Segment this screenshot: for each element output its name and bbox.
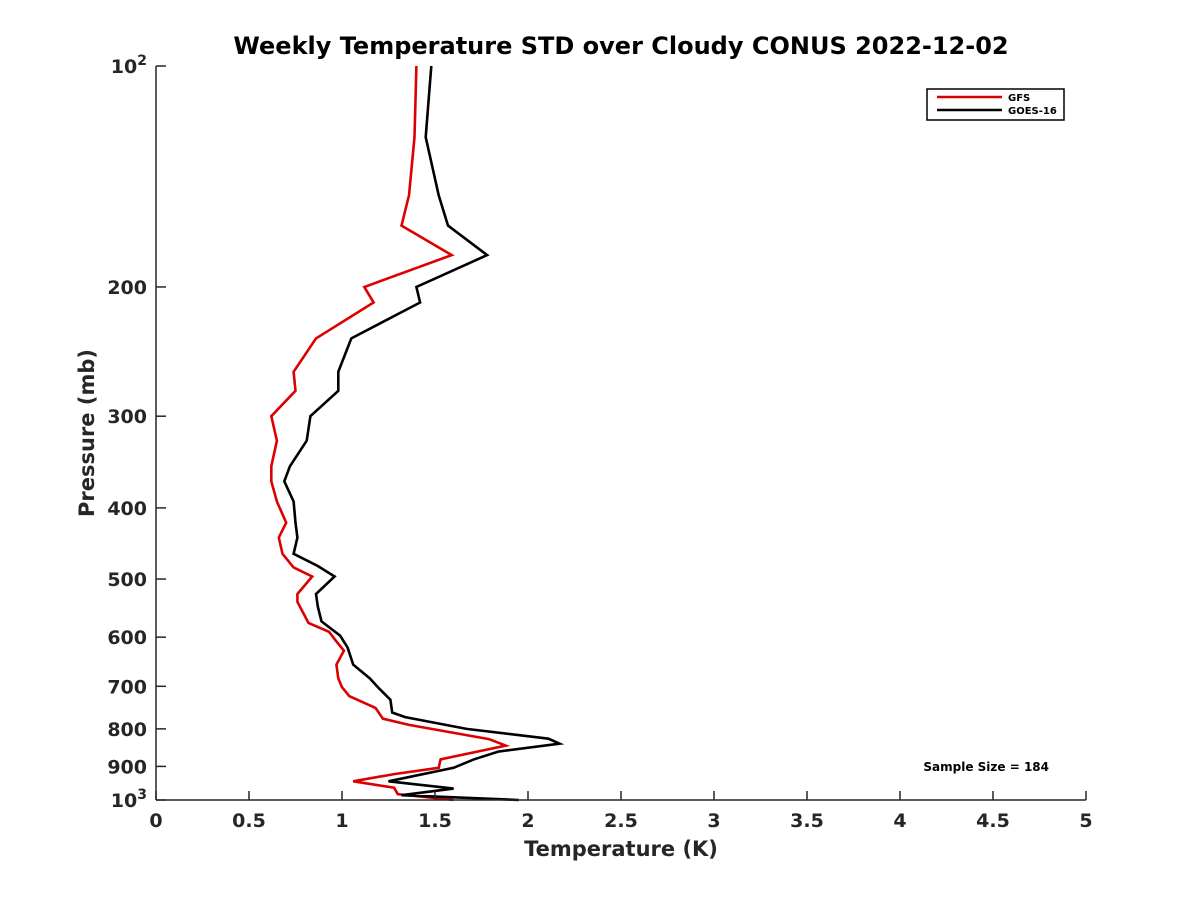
x-tick-label: 3 xyxy=(707,810,720,832)
x-tick-label: 1.5 xyxy=(418,810,452,832)
legend: GFS GOES-16 xyxy=(926,88,1065,121)
x-tick-label: 5 xyxy=(1079,810,1092,832)
x-axis-label: Temperature (K) xyxy=(524,837,718,861)
y-tick-label: 102 xyxy=(111,53,147,78)
sample-size-annotation: Sample Size = 184 xyxy=(923,760,1049,774)
legend-label-goes16: GOES-16 xyxy=(1008,106,1057,117)
x-tick-label: 2 xyxy=(521,810,534,832)
x-axis-ticks: 0 0.5 1 1.5 2 2.5 3 3.5 4 4.5 5 xyxy=(149,791,1093,832)
y-tick-label: 500 xyxy=(107,569,147,591)
x-tick-label: 3.5 xyxy=(790,810,824,832)
x-tick-label: 4 xyxy=(893,810,906,832)
plot-area xyxy=(269,65,565,802)
legend-label-gfs: GFS xyxy=(1008,93,1030,104)
legend-box xyxy=(926,88,1065,121)
y-tick-label: 900 xyxy=(107,756,147,778)
y-tick-label: 300 xyxy=(107,406,147,428)
series-line-gfs xyxy=(269,65,511,802)
y-tick-label: 600 xyxy=(107,627,147,649)
x-tick-label: 0.5 xyxy=(232,810,266,832)
series-line-goes16 xyxy=(282,65,565,802)
y-tick-label: 200 xyxy=(107,277,147,299)
y-tick-label: 400 xyxy=(107,498,147,520)
y-axis-ticks: 102 200 300 400 500 600 700 800 900 103 xyxy=(107,53,166,812)
y-axis-label: Pressure (mb) xyxy=(75,349,99,517)
x-tick-label: 4.5 xyxy=(976,810,1010,832)
x-tick-label: 2.5 xyxy=(604,810,638,832)
x-tick-label: 1 xyxy=(335,810,348,832)
y-tick-label: 800 xyxy=(107,719,147,741)
chart-title: Weekly Temperature STD over Cloudy CONUS… xyxy=(233,32,1008,60)
y-tick-label: 103 xyxy=(111,787,147,812)
x-tick-label: 0 xyxy=(149,810,162,832)
y-tick-label: 700 xyxy=(107,676,147,698)
